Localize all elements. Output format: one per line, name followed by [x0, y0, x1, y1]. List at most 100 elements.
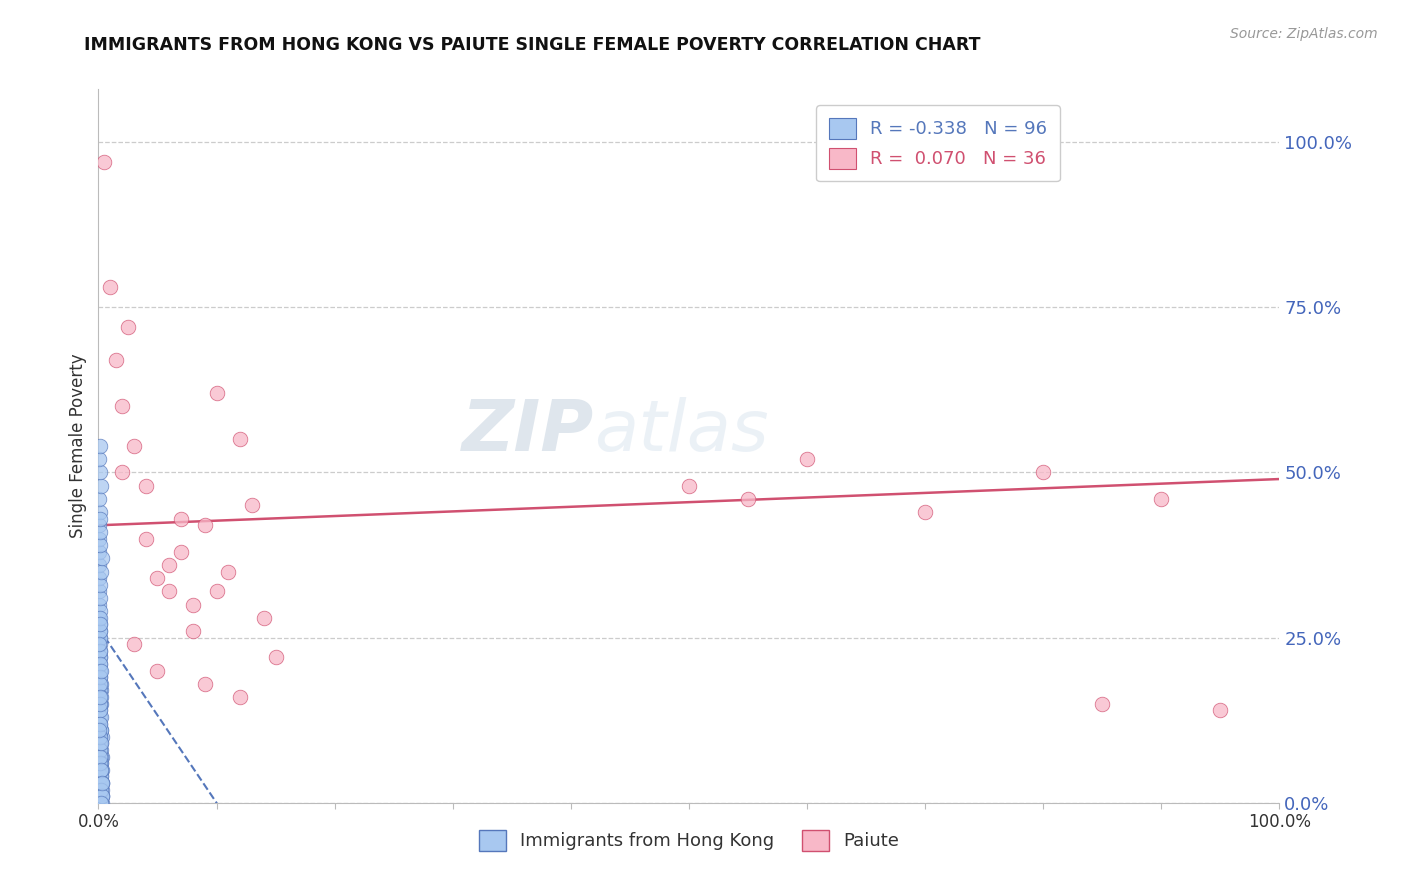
Point — [89, 604, 111, 618]
Text: IMMIGRANTS FROM HONG KONG VS PAIUTE SINGLE FEMALE POVERTY CORRELATION CHART: IMMIGRANTS FROM HONG KONG VS PAIUTE SING… — [84, 36, 981, 54]
Point — [89, 749, 111, 764]
Point — [122, 637, 145, 651]
Point — [91, 763, 114, 777]
Point — [181, 598, 204, 612]
Point — [157, 558, 180, 572]
Point — [89, 631, 111, 645]
Point — [89, 657, 111, 671]
Point — [91, 789, 114, 804]
Point — [89, 670, 111, 684]
Point — [91, 749, 114, 764]
Point — [89, 637, 111, 651]
Point — [90, 769, 112, 783]
Point — [122, 439, 145, 453]
Point — [914, 505, 936, 519]
Point — [90, 769, 112, 783]
Point — [89, 664, 111, 678]
Point — [194, 518, 217, 533]
Point — [89, 650, 111, 665]
Point — [89, 518, 111, 533]
Point — [89, 697, 111, 711]
Point — [89, 617, 111, 632]
Point — [89, 710, 111, 724]
Point — [93, 154, 115, 169]
Point — [89, 637, 111, 651]
Point — [105, 353, 128, 368]
Point — [90, 782, 112, 797]
Point — [90, 776, 112, 790]
Point — [181, 624, 204, 638]
Point — [89, 644, 111, 658]
Point — [87, 584, 110, 599]
Point — [89, 690, 111, 704]
Point — [89, 730, 111, 744]
Point — [90, 690, 112, 704]
Point — [90, 796, 112, 810]
Point — [89, 703, 111, 717]
Point — [90, 796, 112, 810]
Point — [89, 743, 111, 757]
Point — [229, 690, 252, 704]
Point — [91, 776, 114, 790]
Point — [90, 756, 112, 771]
Point — [217, 565, 239, 579]
Point — [91, 789, 114, 804]
Point — [87, 532, 110, 546]
Point — [89, 697, 111, 711]
Point — [90, 763, 112, 777]
Point — [89, 743, 111, 757]
Point — [89, 624, 111, 638]
Point — [90, 677, 112, 691]
Point — [157, 584, 180, 599]
Point — [240, 499, 263, 513]
Point — [90, 723, 112, 738]
Point — [90, 743, 112, 757]
Point — [89, 511, 111, 525]
Y-axis label: Single Female Poverty: Single Female Poverty — [69, 354, 87, 538]
Point — [1209, 703, 1232, 717]
Point — [253, 611, 276, 625]
Point — [89, 571, 111, 585]
Point — [89, 524, 111, 539]
Text: atlas: atlas — [595, 397, 769, 467]
Point — [229, 433, 252, 447]
Point — [89, 466, 111, 480]
Point — [146, 664, 169, 678]
Point — [89, 631, 111, 645]
Point — [89, 670, 111, 684]
Point — [89, 723, 111, 738]
Point — [1032, 466, 1054, 480]
Point — [87, 452, 110, 467]
Point — [90, 710, 112, 724]
Point — [89, 716, 111, 731]
Point — [89, 439, 111, 453]
Point — [678, 478, 700, 492]
Point — [117, 320, 139, 334]
Point — [89, 545, 111, 559]
Point — [1091, 697, 1114, 711]
Point — [111, 400, 134, 414]
Point — [90, 736, 112, 750]
Point — [89, 677, 111, 691]
Point — [89, 617, 111, 632]
Point — [89, 578, 111, 592]
Point — [98, 280, 121, 294]
Point — [89, 690, 111, 704]
Point — [89, 538, 111, 552]
Point — [146, 571, 169, 585]
Point — [90, 697, 112, 711]
Point — [90, 683, 112, 698]
Point — [1150, 491, 1173, 506]
Point — [87, 491, 110, 506]
Point — [91, 789, 114, 804]
Point — [89, 624, 111, 638]
Point — [90, 763, 112, 777]
Point — [89, 730, 111, 744]
Point — [89, 644, 111, 658]
Point — [91, 551, 114, 566]
Point — [90, 782, 112, 797]
Point — [89, 716, 111, 731]
Point — [91, 730, 114, 744]
Point — [111, 466, 134, 480]
Point — [135, 532, 157, 546]
